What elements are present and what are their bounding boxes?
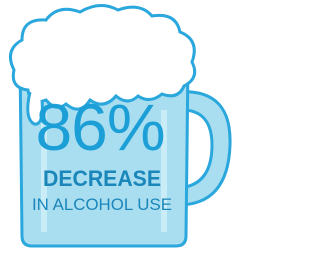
infographic: 86% DECREASE IN ALCOHOL USE: [0, 0, 241, 256]
stat-sublabel: IN ALCOHOL USE: [32, 195, 172, 214]
stat-value: 86%: [35, 90, 164, 164]
page: 86% DECREASE IN ALCOHOL USE (() => { con…: [0, 0, 241, 256]
stat-label: DECREASE: [43, 166, 161, 191]
